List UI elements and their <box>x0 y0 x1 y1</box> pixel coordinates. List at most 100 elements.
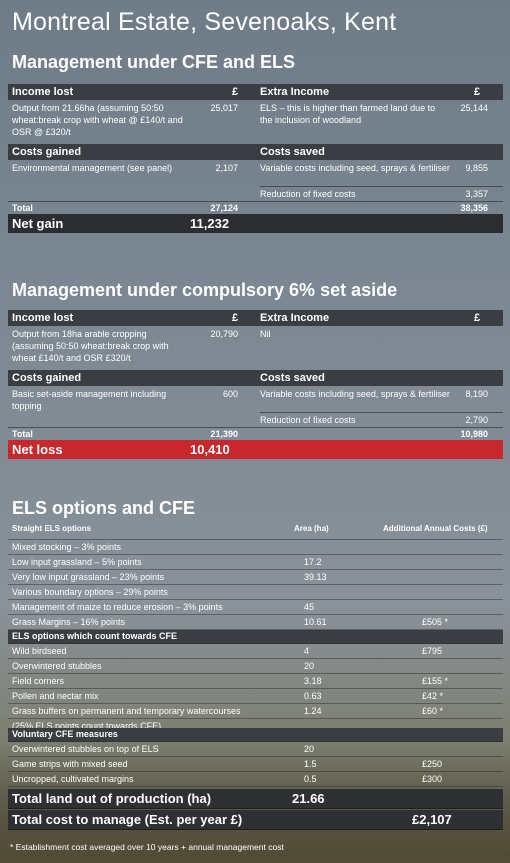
costs-saved-value: 9,855 <box>465 163 488 173</box>
page-title: Montreal Estate, Sevenoaks, Kent <box>12 8 397 36</box>
costs-gained-value: 2,107 <box>215 163 238 173</box>
row-label: Management of maize to reduce erosion – … <box>12 602 223 612</box>
cfe-heading: Management under CFE and ELS <box>12 52 296 72</box>
row-label: (25% ELS points count towards CFE) <box>12 721 162 731</box>
table-row: Overwintered stubbles 20 <box>8 659 503 674</box>
table-row: Wild birdseed 4 £795 <box>8 644 503 659</box>
els-heading: ELS options and CFE <box>12 498 195 518</box>
table-row: Management of maize to reduce erosion – … <box>8 600 503 615</box>
extra-income-text: ELS – this is higher than farmed land du… <box>260 103 436 125</box>
table-row: Uncropped, cultivated margins 0.5 £300 <box>8 772 503 787</box>
costs-saved-label: Costs saved <box>260 146 325 158</box>
row-area: 4 <box>304 646 310 656</box>
setaside-header-costs: Costs gained Costs saved <box>8 370 503 386</box>
net-loss-value: 10,410 <box>190 442 230 457</box>
row-cost: £795 <box>422 646 443 656</box>
pound-sign: £ <box>232 312 239 324</box>
row-label: Grass Margins – 16% points <box>12 617 126 627</box>
row-label: Grass buffers on permanent and temporary… <box>12 706 241 716</box>
row-label: Field corners <box>12 676 65 686</box>
table-row: Mixed stocking – 3% points <box>8 540 503 555</box>
total-cost-value: £2,107 <box>412 812 452 827</box>
pound-sign: £ <box>232 86 239 98</box>
divider <box>260 186 503 187</box>
net-gain-bar: Net gain 11,232 <box>8 214 503 233</box>
els-subheader-voluntary: Voluntary CFE measures <box>8 728 503 742</box>
total-label: Total <box>12 203 33 213</box>
table-row: Field corners 3.18 £155 * <box>8 674 503 689</box>
total-left-value: 21,390 <box>210 429 238 439</box>
row-cost: £42 * <box>422 691 444 701</box>
row-cost: £505 * <box>422 617 449 627</box>
row-cost: £250 <box>422 759 443 769</box>
table-row: Overwintered stubbles on top of ELS 20 <box>8 742 503 757</box>
table-row: Grass Margins – 16% points 10.61 £505 * <box>8 615 503 630</box>
costs-gained-value: 600 <box>222 389 238 399</box>
setaside-header-income: Income lost £ Extra Income £ <box>8 310 503 326</box>
costs-saved-text: Variable costs including seed, sprays & … <box>260 163 450 173</box>
row-label: Low input grassland – 5% points <box>12 557 142 567</box>
total-left-value: 27,124 <box>210 203 238 213</box>
fixed-costs-value: 2,790 <box>465 415 488 425</box>
table-row: Pollen and nectar mix 0.63 £42 * <box>8 689 503 704</box>
net-gain-label: Net gain <box>12 216 64 231</box>
row-area: 0.63 <box>304 691 322 701</box>
extra-income-text: Nil <box>260 329 271 339</box>
row-label: Mixed stocking – 3% points <box>12 542 122 552</box>
row-cost: £60 * <box>422 706 444 716</box>
net-loss-bar: Net loss 10,410 <box>8 440 503 459</box>
table-row: Very low input grassland – 23% points 39.… <box>8 570 503 585</box>
column-header-options: Straight ELS options <box>12 524 92 533</box>
income-lost-text: Output from 21.66ha (assuming 50:50 whea… <box>12 103 183 137</box>
fixed-costs-text: Reduction of fixed costs <box>260 415 356 425</box>
els-subheader-cfe: ELS options which count towards CFE <box>8 630 503 644</box>
row-label: Uncropped, cultivated margins <box>12 774 134 784</box>
column-header-area: Area (ha) <box>294 524 329 533</box>
column-header-costs: Additional Annual Costs (£) <box>383 524 488 533</box>
row-label: Wild birdseed <box>12 646 67 656</box>
row-label: Various boundary options – 29% points <box>12 587 168 597</box>
costs-gained-text: Basic set-aside management including top… <box>12 389 167 411</box>
row-area: 20 <box>304 744 315 754</box>
pound-sign: £ <box>474 312 481 324</box>
costs-saved-label: Costs saved <box>260 372 325 384</box>
divider <box>260 412 503 413</box>
total-land-row: Total land out of production (ha) 21.66 <box>8 789 503 809</box>
total-label: Total <box>12 429 33 439</box>
fixed-costs-text: Reduction of fixed costs <box>260 189 356 199</box>
row-area: 0.5 <box>304 774 317 784</box>
costs-gained-label: Costs gained <box>12 146 82 158</box>
row-label: Pollen and nectar mix <box>12 691 99 701</box>
row-area: 1.5 <box>304 759 317 769</box>
income-lost-label: Income lost <box>12 312 74 324</box>
divider <box>8 427 503 428</box>
row-area: 10.61 <box>304 617 327 627</box>
table-row: Game strips with mixed seed 1.5 £250 <box>8 757 503 772</box>
row-cost: £300 <box>422 774 443 784</box>
row-cost: £155 * <box>422 676 449 686</box>
total-cost-row: Total cost to manage (Est. per year £) £… <box>8 810 503 830</box>
footnote: * Establishment cost averaged over 10 ye… <box>10 842 284 852</box>
els-column-headers: Straight ELS options Area (ha) Additiona… <box>8 522 503 540</box>
row-label: Very low input grassland – 23% points <box>12 572 165 582</box>
setaside-heading: Management under compulsory 6% set aside <box>12 280 398 300</box>
table-row: Various boundary options – 29% points <box>8 585 503 600</box>
row-area: 45 <box>304 602 315 612</box>
row-label: Overwintered stubbles <box>12 661 102 671</box>
subheader-label: Voluntary CFE measures <box>12 729 118 739</box>
costs-saved-value: 8,190 <box>465 389 488 399</box>
cfe-header-income: Income lost £ Extra Income £ <box>8 84 503 100</box>
extra-income-label: Extra Income <box>260 312 330 324</box>
row-area: 17.2 <box>304 557 322 567</box>
row-label: Overwintered stubbles on top of ELS <box>12 744 159 754</box>
total-land-value: 21.66 <box>292 791 325 806</box>
costs-saved-text: Variable costs including seed, sprays & … <box>260 389 450 399</box>
table-row: Grass buffers on permanent and temporary… <box>8 704 503 719</box>
row-area: 20 <box>304 661 315 671</box>
extra-income-label: Extra Income <box>260 86 330 98</box>
row-area: 3.18 <box>304 676 322 686</box>
income-lost-value: 20,790 <box>210 329 238 339</box>
total-cost-label: Total cost to manage (Est. per year £) <box>12 812 243 827</box>
fixed-costs-value: 3,357 <box>465 189 488 199</box>
